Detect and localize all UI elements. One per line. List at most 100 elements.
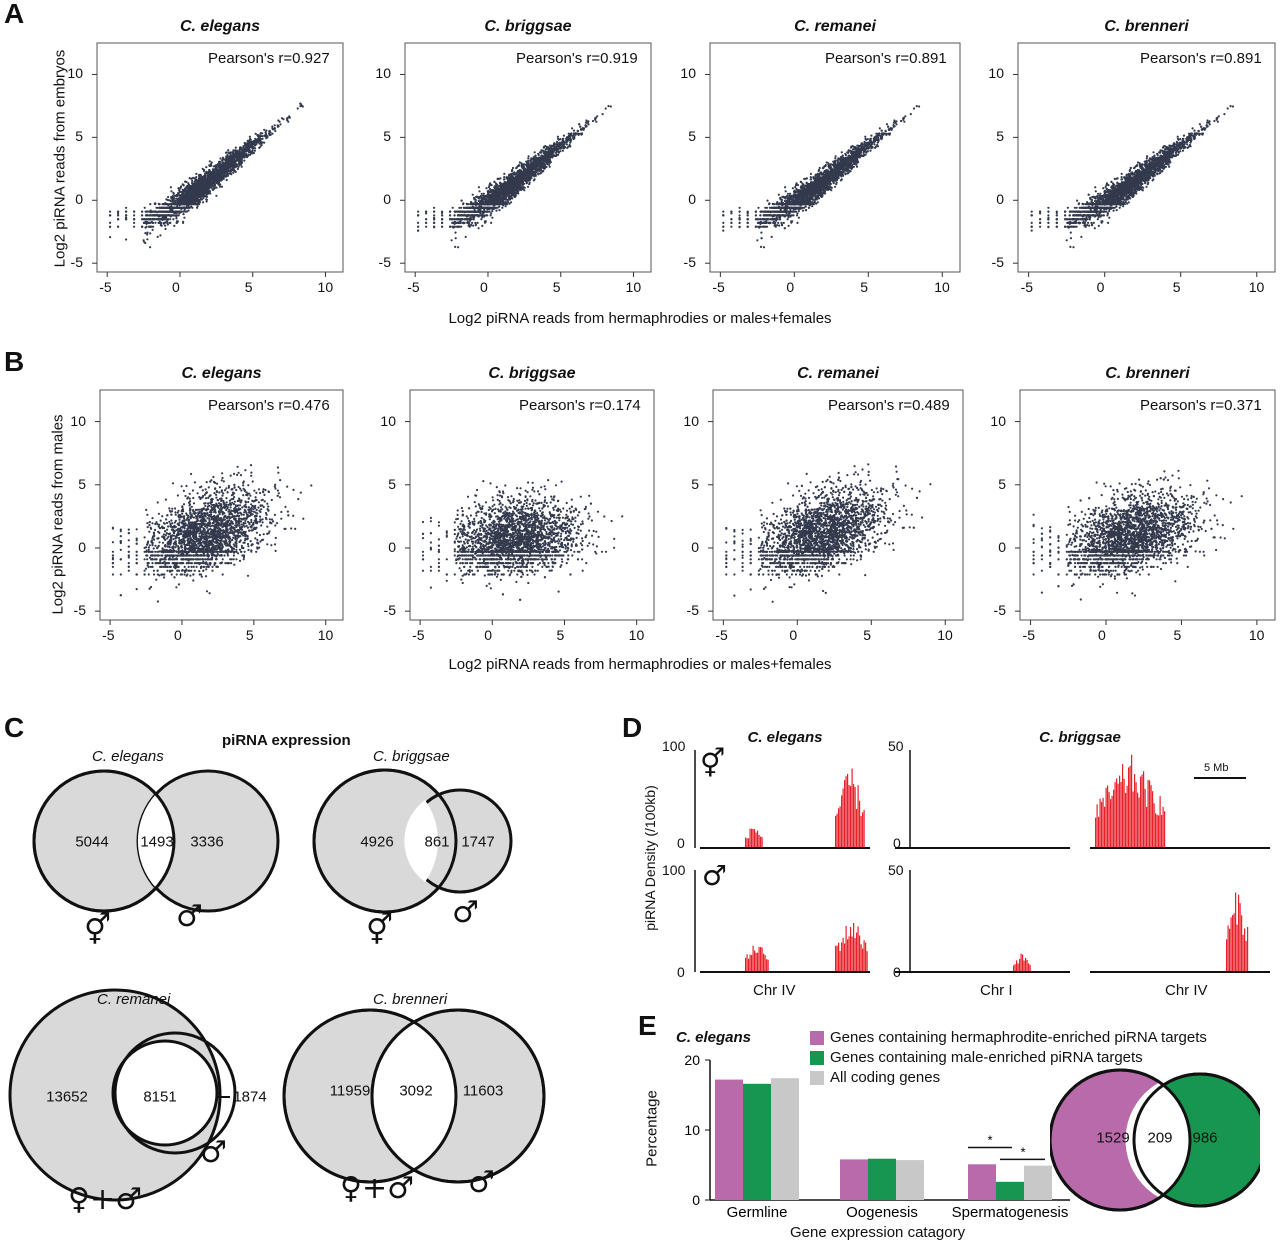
density-bar bbox=[859, 935, 861, 972]
density-bar bbox=[863, 940, 865, 972]
density-bar bbox=[866, 951, 868, 972]
y-tick-label: 0 bbox=[990, 539, 1006, 555]
d-ytick-50-top: 50 bbox=[888, 738, 904, 754]
density-bar bbox=[1137, 792, 1139, 848]
density-bar bbox=[1126, 785, 1128, 848]
scatter-points bbox=[725, 463, 932, 603]
density-bar bbox=[839, 951, 841, 972]
y-tick-label: 10 bbox=[67, 65, 83, 81]
density-bar bbox=[760, 836, 762, 848]
density-bar bbox=[1099, 798, 1101, 848]
panel-b-xlabel: Log2 piRNA reads from hermaphrodies or m… bbox=[380, 656, 900, 673]
scatter-points bbox=[421, 479, 624, 601]
e-category-label: Spermatogenesis bbox=[952, 1204, 1069, 1221]
density-bar bbox=[1156, 814, 1158, 848]
density-bar bbox=[848, 936, 850, 972]
female-plus-male-symbol: ♀+♂ bbox=[340, 1174, 414, 1204]
x-tick-label: -5 bbox=[407, 279, 419, 295]
scatter-plot-panelB-1 bbox=[409, 389, 655, 621]
density-bar bbox=[856, 809, 858, 848]
bar-oogenesis-0 bbox=[840, 1159, 868, 1200]
density-bar bbox=[1153, 803, 1155, 848]
density-bar bbox=[1014, 964, 1016, 972]
density-bar bbox=[841, 795, 843, 848]
significance-star: * bbox=[987, 1133, 992, 1148]
density-bar bbox=[1017, 963, 1019, 972]
legend-swatch-male bbox=[810, 1051, 824, 1065]
density-bar bbox=[763, 953, 765, 972]
density-bar bbox=[757, 952, 759, 972]
venn-briggsae-left-count: 4926 bbox=[360, 834, 393, 851]
pearson-label-0: Pearson's r=0.927 bbox=[208, 50, 330, 67]
density-bar bbox=[1026, 960, 1028, 972]
d-xlabel-chr-i: Chr I bbox=[980, 982, 1013, 999]
density-bar bbox=[1242, 934, 1244, 972]
y-tick-label: -5 bbox=[683, 602, 699, 618]
density-bar bbox=[1111, 795, 1113, 848]
axis-ticks bbox=[405, 421, 638, 625]
y-tick-label: 0 bbox=[988, 191, 1004, 207]
y-tick-label: 5 bbox=[680, 128, 696, 144]
density-bar bbox=[851, 768, 853, 848]
scatter-points bbox=[1032, 469, 1243, 601]
density-tracks bbox=[694, 750, 1270, 973]
density-bar bbox=[1135, 782, 1137, 848]
density-bar bbox=[1095, 817, 1097, 848]
density-bar bbox=[863, 809, 865, 848]
density-bar bbox=[865, 942, 867, 972]
density-elegans-male bbox=[700, 922, 870, 973]
x-tick-label: 0 bbox=[1098, 627, 1106, 643]
pearson-label-0: Pearson's r=0.476 bbox=[208, 397, 330, 414]
bar-spermatogenesis-1 bbox=[996, 1181, 1024, 1200]
hermaphrodite-symbol: ⚥ bbox=[366, 916, 393, 946]
density-bar bbox=[758, 834, 760, 848]
density-bar bbox=[836, 945, 838, 972]
density-bar bbox=[1238, 894, 1240, 972]
density-bar bbox=[1150, 785, 1152, 848]
y-tick-label: 10 bbox=[988, 65, 1004, 81]
y-tick-label: 0 bbox=[680, 191, 696, 207]
density-bar bbox=[751, 955, 753, 972]
venn-diagrams-c bbox=[8, 768, 546, 1202]
density-bar bbox=[1116, 778, 1118, 848]
y-tick-label: -5 bbox=[680, 254, 696, 270]
density-bar bbox=[1107, 785, 1109, 848]
density-bar bbox=[1245, 941, 1247, 972]
x-tick-label: -5 bbox=[1021, 279, 1033, 295]
density-bar bbox=[1141, 774, 1143, 848]
density-bar bbox=[760, 946, 762, 972]
y-tick-label: 10 bbox=[990, 413, 1006, 429]
density-bar bbox=[1155, 813, 1157, 848]
panel-e-xlabel: Gene expression catagory bbox=[790, 1224, 965, 1241]
density-bar bbox=[757, 830, 759, 848]
venn-e-right-count: 986 bbox=[1192, 1130, 1217, 1147]
density-bar bbox=[1105, 787, 1107, 848]
density-bar bbox=[1110, 799, 1112, 848]
y-tick-label: -5 bbox=[375, 254, 391, 270]
density-bar bbox=[847, 939, 849, 972]
density-bar bbox=[1114, 782, 1116, 848]
scatter-points bbox=[109, 102, 304, 249]
panel-d-ylabel: piRNA Density (/100kb) bbox=[642, 768, 658, 948]
axis-ticks bbox=[95, 421, 327, 625]
x-tick-label: 10 bbox=[1249, 627, 1265, 643]
density-bar bbox=[1020, 953, 1022, 972]
venn-briggsae-right-count: 1747 bbox=[461, 834, 494, 851]
plot-title-2: C. remanei bbox=[710, 18, 960, 36]
venn-brenneri-left-count: 11959 bbox=[330, 1083, 371, 1100]
x-tick-label: 5 bbox=[246, 627, 254, 643]
legend-swatch-herm bbox=[810, 1031, 824, 1045]
bar-oogenesis-1 bbox=[868, 1158, 896, 1200]
density-briggsae-chrIV-male bbox=[1090, 892, 1270, 973]
panel-a-label: A bbox=[4, 0, 24, 30]
panel-e-label: E bbox=[638, 1010, 657, 1042]
y-tick-label: -5 bbox=[380, 602, 396, 618]
e-ytick-label: 0 bbox=[692, 1192, 700, 1208]
scatter-points bbox=[111, 464, 313, 603]
density-bar bbox=[856, 932, 858, 972]
density-bar bbox=[764, 955, 766, 972]
density-bar bbox=[857, 785, 859, 848]
density-bar bbox=[836, 813, 838, 848]
density-bar bbox=[1158, 815, 1160, 848]
y-tick-label: 0 bbox=[67, 191, 83, 207]
